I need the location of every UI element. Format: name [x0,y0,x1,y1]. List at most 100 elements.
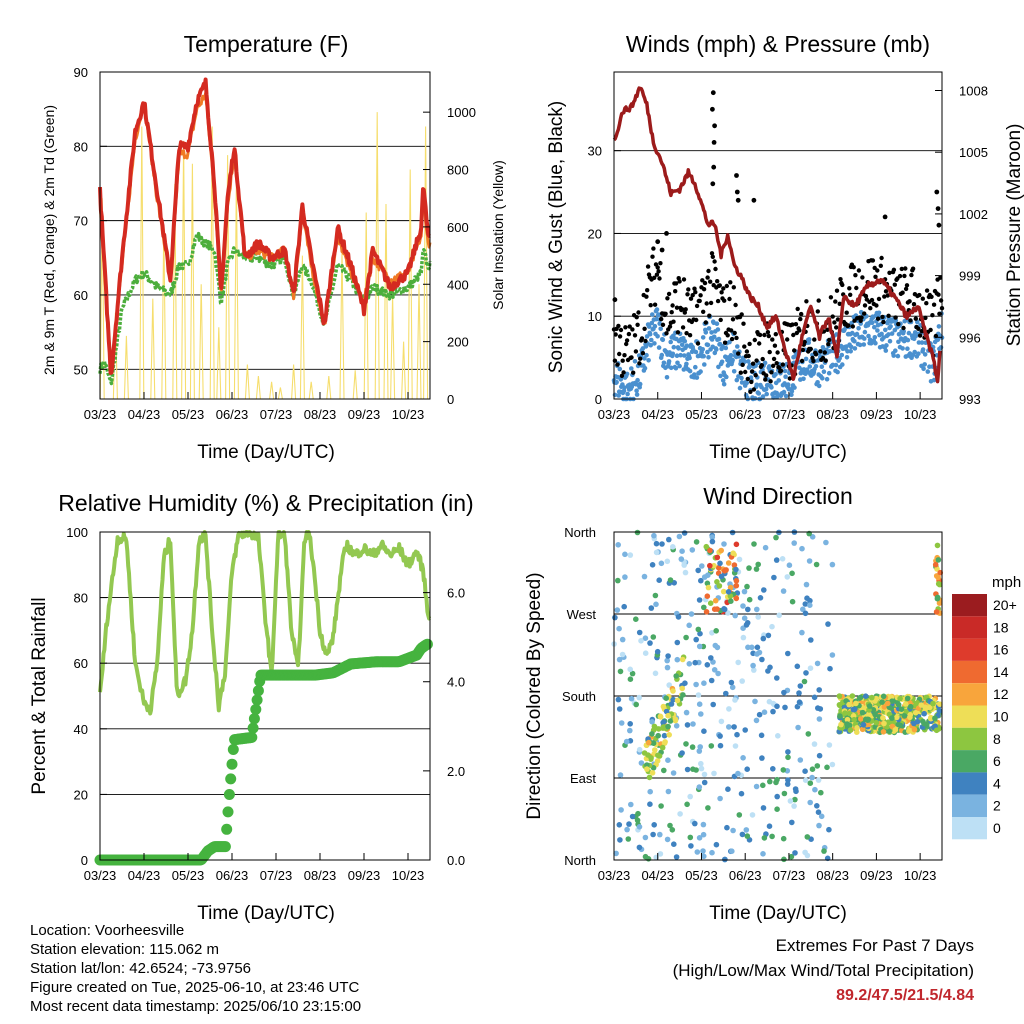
wind-speed-dot [824,376,830,382]
gust-dot [684,331,689,336]
direction-dot [649,770,656,776]
gust-dot [671,319,676,324]
direction-dot [793,788,799,795]
direction-dot [720,588,727,595]
gust-dot [793,322,799,327]
direction-dot [735,770,741,777]
gust-dot [862,303,868,308]
wind-speed-dot [938,345,944,350]
direction-dot [650,634,657,640]
gust-dot [730,317,736,322]
rainfall-dot [221,823,233,835]
direction-dot [660,725,666,731]
direction-dot [927,704,933,711]
gust-dot [913,316,918,321]
gust-dot [828,295,834,300]
direction-dot [749,812,756,818]
colorbar-swatch [952,594,987,617]
gust-dot [773,332,778,337]
direction-dot [616,656,623,663]
direction-dot [785,749,791,755]
wind-speed-dot [724,374,729,380]
gust-dot [652,302,658,307]
temperature-plot-frame [99,71,431,400]
gust-dot [808,346,813,352]
temperature-xtick-label: 03/23 [84,407,117,422]
gust-dot [882,214,888,220]
direction-dot [802,610,809,617]
gust-dot [677,279,682,284]
gust-dot [698,293,703,298]
gust-dot [822,350,827,355]
gust-dot [785,337,790,342]
direction-dot [897,695,903,702]
gust-dot [899,266,904,272]
direction-dot [732,743,739,749]
direction-dot [681,562,687,568]
gust-dot [832,320,837,325]
direction-dot [673,854,680,860]
direction-dot [859,726,866,733]
wind-speed-dot [936,324,942,329]
gust-dot [734,335,739,341]
gust-dot [903,266,908,271]
gust-dot [795,306,800,312]
gust-dot [669,310,674,315]
direction-dot [872,711,878,718]
gust-dot [729,328,734,333]
humidity-ytick-label: 20 [74,787,88,802]
gust-dot [780,362,785,367]
direction-dot [934,595,941,602]
direction-dot [906,728,912,734]
wind-speed-dot [731,369,737,374]
direction-dot [709,630,715,636]
gust-dot [674,305,680,310]
gust-dot [702,280,708,286]
gust-dot [629,355,634,360]
wind-speed-dot [801,376,806,382]
direction-dot [767,778,773,785]
gust-dot [759,363,764,368]
station-location: Location: Voorheesville [30,922,185,939]
gust-dot [734,173,739,178]
direction-dot [705,584,712,591]
direction-dot [807,780,814,786]
direction-dot [658,560,665,567]
wind-speed-dot [927,364,932,370]
gust-dot [704,301,709,306]
wind-speed-dot [723,345,729,351]
gust-dot [830,314,835,319]
wind-speed-dot [668,339,673,345]
gust-dot [675,330,681,335]
gust-dot [673,281,679,286]
wind-speed-dot [769,385,774,390]
gust-dot [772,343,778,348]
winds-y2tick-label: 1008 [959,84,988,99]
direction-dot [842,710,848,716]
gust-dot [791,332,796,338]
wind-speed-dot [744,380,750,386]
direction-dot [854,729,860,735]
direction-dot [755,614,761,620]
direction-dot [770,766,776,772]
gust-dot [613,332,618,337]
gust-dot [837,301,842,306]
direction-dot [693,681,699,688]
wind-speed-dot [632,359,638,364]
gust-dot [666,291,672,297]
direction-dot [759,755,765,761]
direction-dot [756,649,763,656]
direction-dot [636,844,643,851]
wind-speed-dot [887,338,893,344]
gust-dot [771,363,776,368]
direction-dot [693,539,700,545]
direction-dot [933,609,940,615]
wind-speed-dot [807,364,813,369]
direction-dot [729,848,735,854]
direction-dot [761,587,767,593]
direction-dot [636,824,643,830]
gust-dot [924,288,930,293]
direction-dot [629,670,636,677]
gust-dot [751,197,757,203]
gust-dot [750,361,756,366]
